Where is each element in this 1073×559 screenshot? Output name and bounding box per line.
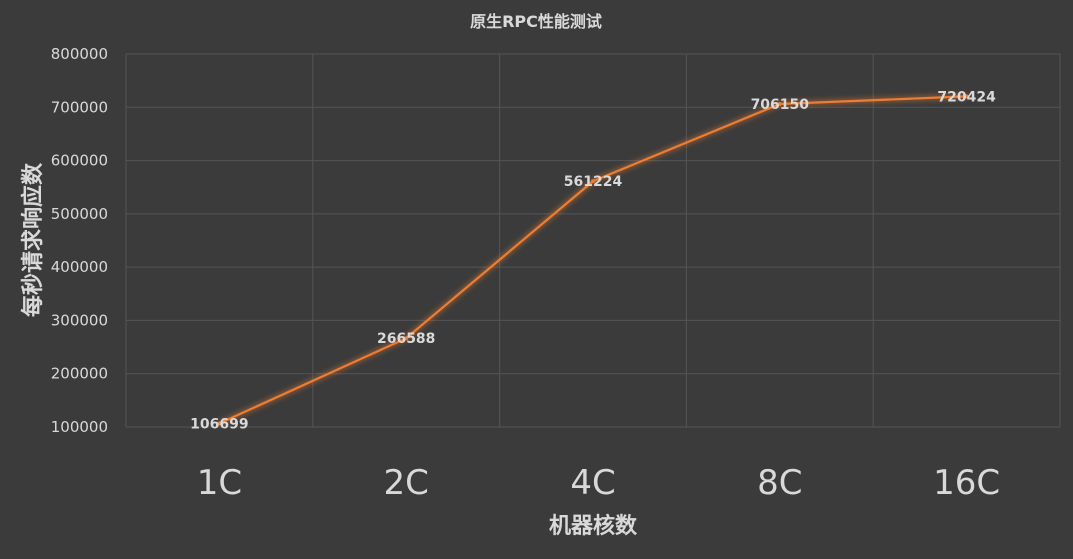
data-point	[591, 179, 595, 184]
x-tick-label: 2C	[384, 463, 429, 503]
y-tick-label: 300000	[51, 311, 108, 329]
x-tick-label: 16C	[933, 463, 1000, 503]
y-tick-label: 400000	[51, 258, 108, 276]
y-tick-label: 800000	[51, 45, 108, 63]
x-axis-title: 机器核数	[549, 513, 638, 539]
data-point	[777, 102, 782, 107]
y-axis-ticks: 100000 200000 300000 400000 500000 600000 7000…	[51, 45, 108, 436]
x-tick-label: 8C	[757, 463, 802, 503]
data-labels: 106699 266588 561224 706150 720424	[190, 89, 996, 432]
x-tick-label: 4C	[570, 463, 615, 503]
x-tick-label: 1C	[197, 463, 242, 503]
y-tick-label: 200000	[51, 365, 108, 383]
series-line	[218, 95, 967, 425]
y-tick-label: 700000	[51, 98, 108, 116]
data-point	[404, 336, 409, 341]
data-label: 561224	[564, 174, 623, 190]
y-tick-label: 500000	[51, 205, 108, 223]
data-label: 106699	[190, 416, 248, 432]
series-layer	[217, 94, 969, 426]
y-tick-label: 100000	[51, 418, 108, 436]
chart-title: 原生RPC性能测试	[470, 12, 602, 31]
data-point	[964, 94, 969, 99]
data-label: 266588	[377, 331, 435, 347]
gridlines	[125, 53, 1061, 428]
data-point	[217, 421, 222, 426]
y-tick-label: 600000	[51, 152, 108, 170]
y-axis-title: 每秒请求响应数	[20, 162, 46, 317]
data-label: 706150	[751, 97, 810, 113]
x-axis-ticks: 1C 2C 4C 8C 16C	[197, 463, 1000, 503]
data-label: 720424	[937, 89, 996, 105]
